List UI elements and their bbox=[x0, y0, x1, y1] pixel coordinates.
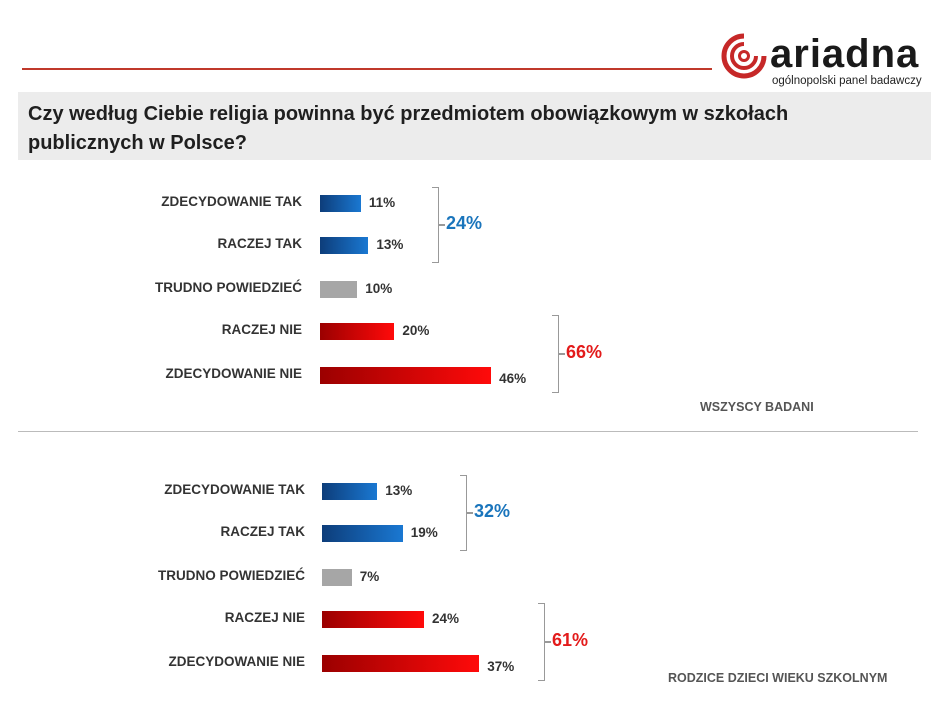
ariadna-logo: ariadna ogólnopolski panel badawczy bbox=[720, 30, 935, 90]
group-total-label: 66% bbox=[566, 342, 603, 362]
header-rule bbox=[22, 68, 712, 70]
category-label: RACZEJ NIE bbox=[221, 322, 302, 337]
bar bbox=[320, 195, 361, 212]
value-label: 24% bbox=[432, 611, 460, 626]
category-label: TRUDNO POWIEDZIEĆ bbox=[155, 280, 302, 295]
value-label: 13% bbox=[376, 237, 404, 252]
value-label: 37% bbox=[487, 659, 515, 674]
bar bbox=[322, 569, 352, 586]
value-label: 20% bbox=[402, 323, 430, 338]
question-box: Czy według Ciebie religia powinna być pr… bbox=[18, 92, 931, 160]
group-total-label: 61% bbox=[552, 630, 589, 650]
category-label: RACZEJ TAK bbox=[220, 524, 305, 539]
logo-wordmark: ariadna bbox=[770, 32, 920, 76]
group-bracket bbox=[552, 315, 559, 393]
bar bbox=[320, 237, 369, 254]
bar bbox=[320, 323, 395, 340]
bar bbox=[322, 655, 480, 672]
bar bbox=[320, 281, 358, 298]
bar bbox=[322, 611, 424, 628]
group-total-label: 32% bbox=[474, 501, 511, 521]
chart-caption: RODZICE DZIECI WIEKU SZKOLNYM bbox=[668, 671, 888, 685]
value-label: 46% bbox=[499, 371, 527, 386]
group-bracket-tick bbox=[545, 641, 551, 643]
chart-caption: WSZYSCY BADANI bbox=[700, 400, 814, 414]
category-label: ZDECYDOWANIE NIE bbox=[165, 366, 302, 381]
question-title: Czy według Ciebie religia powinna być pr… bbox=[28, 103, 789, 154]
group-bracket bbox=[460, 475, 467, 551]
category-label: TRUDNO POWIEDZIEĆ bbox=[158, 568, 305, 583]
group-bracket bbox=[432, 187, 439, 263]
category-label: ZDECYDOWANIE TAK bbox=[164, 482, 305, 497]
category-label: ZDECYDOWANIE TAK bbox=[161, 194, 302, 209]
group-total-label: 24% bbox=[446, 213, 483, 233]
category-label: RACZEJ NIE bbox=[224, 610, 305, 625]
bar bbox=[322, 525, 403, 542]
value-label: 13% bbox=[385, 483, 413, 498]
group-bracket-tick bbox=[559, 353, 565, 355]
group-bracket-tick bbox=[467, 512, 473, 514]
value-label: 10% bbox=[365, 281, 393, 296]
value-label: 7% bbox=[359, 569, 380, 584]
bar bbox=[320, 367, 492, 384]
logo-subtitle: ogólnopolski panel badawczy bbox=[772, 75, 922, 87]
spiral-logo-icon bbox=[721, 33, 767, 79]
bar bbox=[322, 483, 378, 500]
section-divider bbox=[18, 431, 918, 432]
value-label: 11% bbox=[368, 195, 396, 210]
category-label: RACZEJ TAK bbox=[217, 236, 302, 251]
category-label: ZDECYDOWANIE NIE bbox=[168, 654, 305, 669]
value-label: 19% bbox=[410, 525, 438, 540]
group-bracket bbox=[538, 603, 545, 681]
group-bracket-tick bbox=[439, 224, 445, 226]
